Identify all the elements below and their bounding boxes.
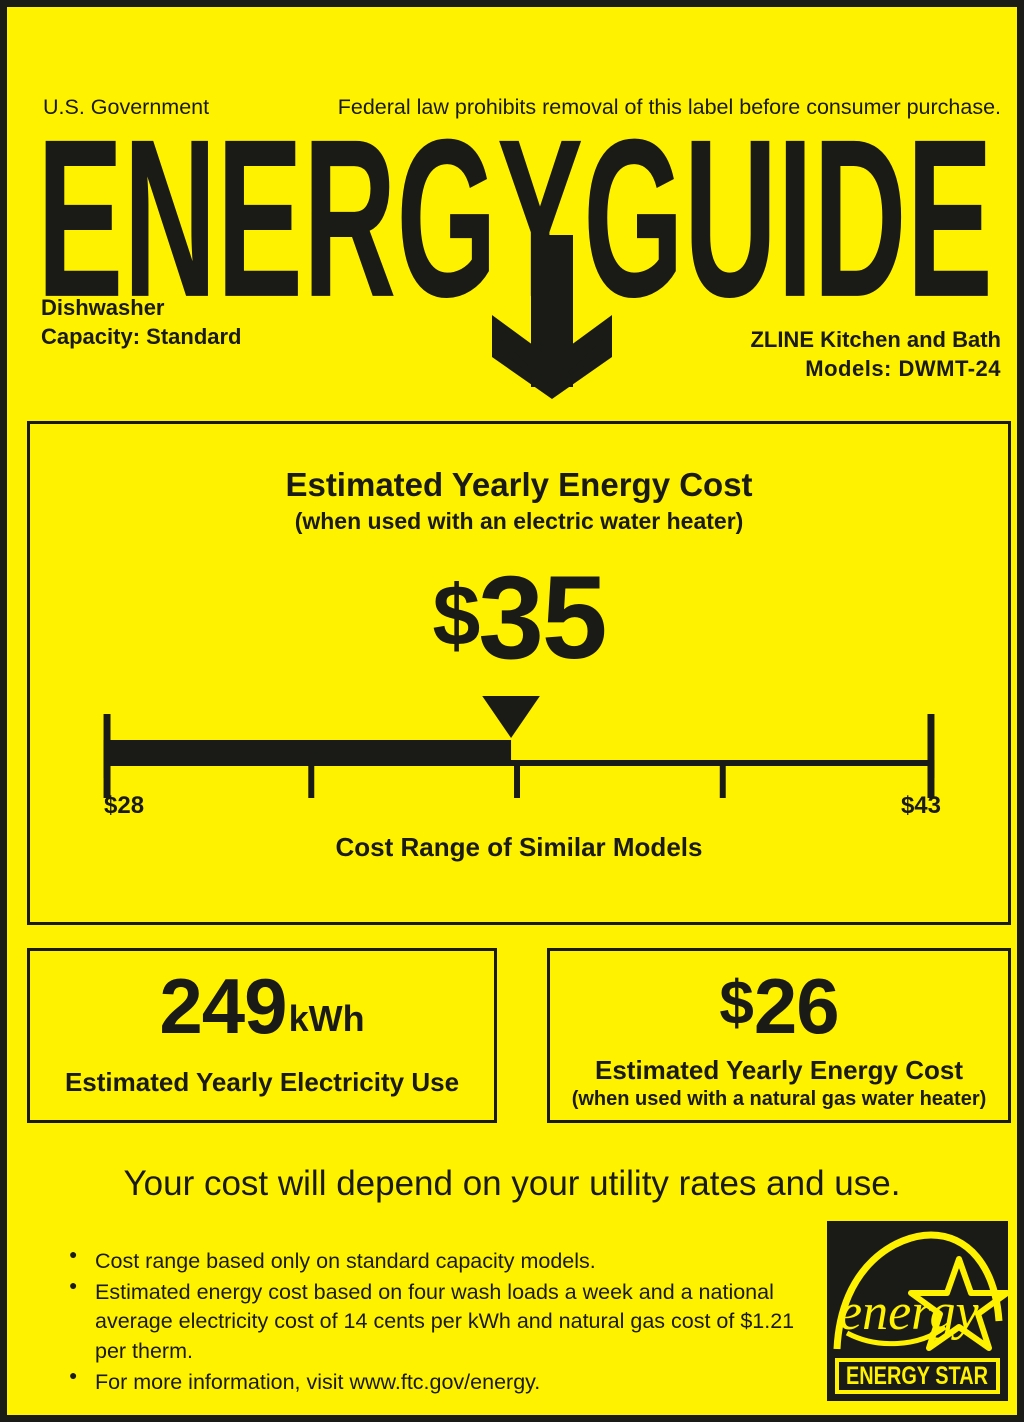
headline-currency-symbol: $ bbox=[432, 568, 480, 664]
electricity-caption: Estimated Yearly Electricity Use bbox=[64, 1067, 460, 1097]
estimated-yearly-cost-panel: Estimated Yearly Energy Cost (when used … bbox=[27, 421, 1011, 925]
electricity-unit: kWh bbox=[288, 998, 365, 1039]
top-legal-row: U.S. Government Federal law prohibits re… bbox=[7, 95, 1017, 125]
star-icon bbox=[908, 1256, 1008, 1351]
scale-tick bbox=[719, 766, 726, 798]
cost-marker-triangle bbox=[482, 696, 540, 738]
footer-bullet-list: Cost range based only on standard capaci… bbox=[65, 1245, 805, 1399]
scale-tick bbox=[514, 766, 520, 798]
panel-subtitle: (when used with an electric water heater… bbox=[294, 508, 744, 534]
product-info: Dishwasher Capacity: Standard bbox=[41, 293, 242, 352]
footer-headline: Your cost will depend on your utility ra… bbox=[123, 1164, 901, 1203]
manufacturer-name: ZLINE Kitchen and Bath bbox=[750, 327, 1001, 352]
list-item: Cost range based only on standard capaci… bbox=[65, 1245, 805, 1276]
range-caption: Cost Range of Similar Models bbox=[335, 832, 703, 862]
model-numbers: Models: DWMT-24 bbox=[805, 356, 1001, 382]
brand-info: ZLINE Kitchen and Bath Models: DWMT-24 bbox=[750, 325, 1001, 384]
energyguide-wordmark-graphic: ENERGYGUIDE bbox=[37, 93, 993, 399]
gas-cost-subcaption: (when used with a natural gas water heat… bbox=[571, 1088, 987, 1110]
cost-range-scale-graphic bbox=[103, 696, 935, 798]
logo-wordmark-text: ENERGY STAR bbox=[846, 1362, 988, 1390]
cost-range-scale bbox=[30, 692, 1008, 812]
energyguide-wordmark: ENERGYGUIDE bbox=[7, 93, 1017, 399]
headline-cost: $35 bbox=[30, 559, 1008, 677]
scale-right-endcap bbox=[927, 714, 935, 778]
product-type: Dishwasher bbox=[41, 295, 165, 320]
us-government-text: U.S. Government bbox=[43, 95, 210, 119]
logo-wordmark-box bbox=[835, 1358, 1000, 1394]
scale-tick bbox=[103, 766, 111, 798]
headline-cost-value: 35 bbox=[478, 552, 607, 684]
gas-cost-currency-symbol: $ bbox=[719, 969, 754, 1038]
scale-filled-bar bbox=[103, 740, 512, 766]
energy-star-logo: energy ENERGY STAR bbox=[827, 1221, 1008, 1401]
wordmark-text: ENERGYGUIDE bbox=[37, 93, 993, 345]
scale-tick bbox=[308, 766, 315, 798]
panel-title: Estimated Yearly Energy Cost bbox=[285, 466, 753, 503]
gas-cost-caption: Estimated Yearly Energy Cost bbox=[594, 1055, 963, 1085]
list-item: Estimated energy cost based on four wash… bbox=[65, 1276, 805, 1366]
yearly-gas-cost-panel: $26 Estimated Yearly Energy Cost (when u… bbox=[547, 948, 1011, 1123]
gas-cost-value: 26 bbox=[753, 962, 840, 1050]
scale-tick bbox=[927, 766, 935, 798]
product-capacity: Capacity: Standard bbox=[41, 324, 242, 350]
scale-baseline bbox=[103, 760, 935, 766]
electricity-value: 249 bbox=[159, 962, 287, 1050]
range-min-label: $28 bbox=[104, 792, 145, 819]
logo-arc bbox=[833, 1231, 1003, 1350]
energy-star-logo-graphic: energy ENERGY STAR bbox=[827, 1221, 1008, 1401]
electricity-value-row: 249kWh bbox=[30, 967, 494, 1045]
federal-law-notice: Federal law prohibits removal of this la… bbox=[337, 95, 1001, 119]
range-max-label: $43 bbox=[900, 792, 941, 819]
down-arrow-icon bbox=[492, 235, 612, 399]
list-item: For more information, visit www.ftc.gov/… bbox=[65, 1366, 805, 1397]
gas-cost-value-row: $26 bbox=[550, 967, 1008, 1045]
yearly-electricity-use-panel: 249kWh Estimated Yearly Electricity Use bbox=[27, 948, 497, 1123]
